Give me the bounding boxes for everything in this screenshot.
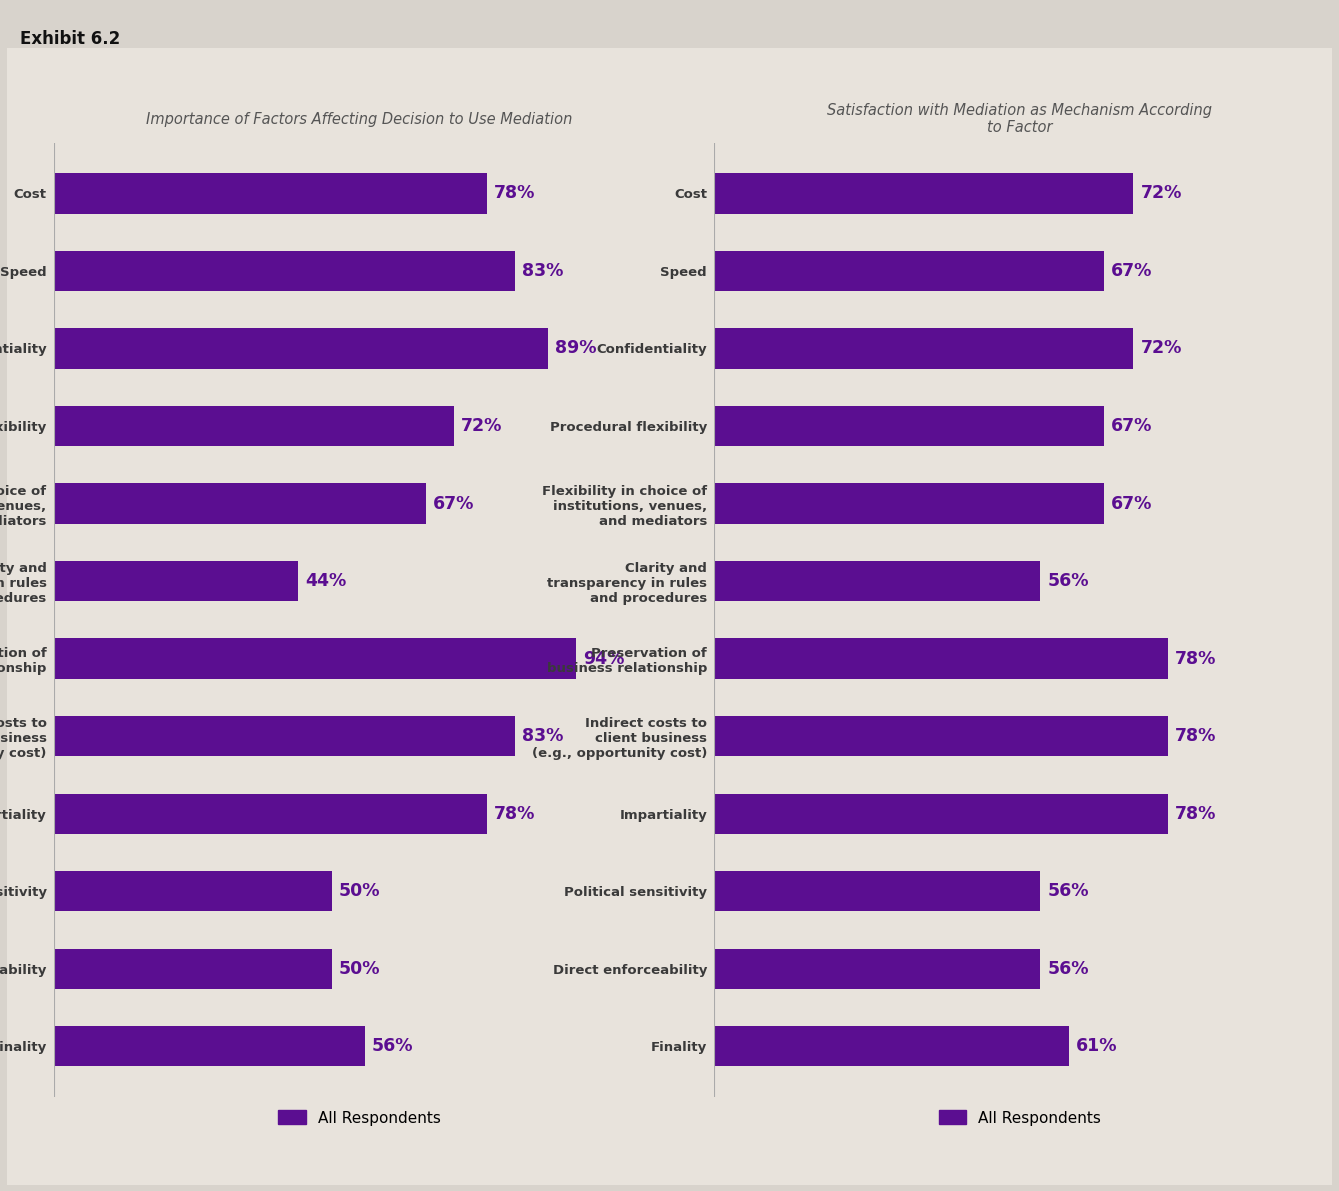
- Bar: [54, 793, 487, 834]
- Bar: [714, 484, 1105, 524]
- Bar: [54, 561, 299, 601]
- Bar: [54, 1027, 366, 1066]
- Bar: [714, 251, 1105, 291]
- Text: 50%: 50%: [339, 960, 380, 978]
- Bar: [714, 638, 1169, 679]
- Text: 83%: 83%: [522, 728, 564, 746]
- FancyBboxPatch shape: [0, 25, 1339, 1191]
- Text: 78%: 78%: [1176, 649, 1217, 668]
- Bar: [714, 948, 1040, 989]
- Text: 72%: 72%: [461, 417, 502, 435]
- Bar: [54, 638, 576, 679]
- Text: 72%: 72%: [1141, 339, 1182, 357]
- Bar: [54, 173, 487, 213]
- Bar: [54, 251, 516, 291]
- Bar: [54, 948, 332, 989]
- Bar: [54, 484, 426, 524]
- Text: 67%: 67%: [1111, 494, 1153, 512]
- Bar: [714, 1027, 1070, 1066]
- Text: Importance of Factors Affecting Decision to Use Mediation: Importance of Factors Affecting Decision…: [146, 112, 573, 126]
- Bar: [54, 406, 454, 447]
- Bar: [714, 173, 1133, 213]
- Text: 78%: 78%: [1176, 805, 1217, 823]
- Text: 94%: 94%: [582, 649, 624, 668]
- Bar: [54, 329, 549, 369]
- Text: 67%: 67%: [1111, 417, 1153, 435]
- Bar: [714, 716, 1169, 756]
- Text: Satisfaction with Mediation as Mechanism According
to Factor: Satisfaction with Mediation as Mechanism…: [828, 102, 1212, 136]
- Bar: [714, 406, 1105, 447]
- Text: 56%: 56%: [372, 1037, 412, 1055]
- Bar: [714, 871, 1040, 911]
- Legend: All Respondents: All Respondents: [272, 1104, 447, 1131]
- Text: 67%: 67%: [432, 494, 474, 512]
- Bar: [714, 329, 1133, 369]
- Text: 72%: 72%: [1141, 185, 1182, 202]
- Text: 83%: 83%: [522, 262, 564, 280]
- Text: 44%: 44%: [305, 572, 345, 590]
- Text: 67%: 67%: [1111, 262, 1153, 280]
- Text: 56%: 56%: [1047, 960, 1089, 978]
- Text: 50%: 50%: [339, 883, 380, 900]
- Text: 56%: 56%: [1047, 883, 1089, 900]
- Text: 78%: 78%: [1176, 728, 1217, 746]
- Bar: [54, 716, 516, 756]
- Legend: All Respondents: All Respondents: [932, 1104, 1107, 1131]
- Bar: [714, 793, 1169, 834]
- Text: 61%: 61%: [1077, 1037, 1118, 1055]
- Text: Exhibit 6.2: Exhibit 6.2: [20, 30, 121, 48]
- Text: 89%: 89%: [556, 339, 597, 357]
- Text: 78%: 78%: [494, 185, 536, 202]
- Bar: [714, 561, 1040, 601]
- Bar: [54, 871, 332, 911]
- Text: 56%: 56%: [1047, 572, 1089, 590]
- Text: 78%: 78%: [494, 805, 536, 823]
